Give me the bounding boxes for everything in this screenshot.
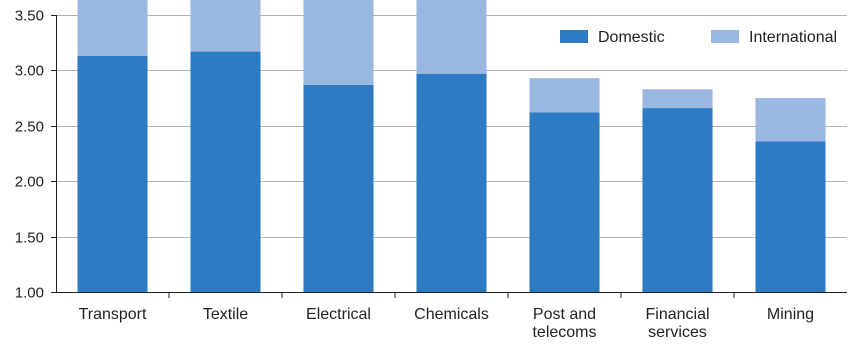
bar-domestic-0	[77, 55, 148, 292]
x-tick-label: Chemicals	[414, 306, 489, 323]
y-tick-label: 3.50	[15, 8, 44, 25]
x-tick-label: Financial services	[645, 306, 709, 341]
legend-label-domestic: Domestic	[598, 29, 665, 46]
y-tick-label: 1.50	[15, 230, 44, 247]
bar-domestic-3	[416, 73, 487, 292]
legend: Domestic International	[560, 29, 837, 46]
bar-international-4	[529, 78, 600, 113]
bar-international-0	[77, 0, 148, 56]
x-tick-label: Transport	[79, 306, 147, 323]
bar-international-6	[755, 98, 826, 142]
legend-label-international: International	[749, 29, 837, 46]
bar-domestic-5	[642, 108, 713, 293]
bar-international-1	[190, 0, 261, 52]
legend-swatch-domestic	[560, 30, 588, 43]
legend-swatch-international	[711, 30, 739, 43]
bar-international-2	[303, 0, 374, 85]
bar-domestic-6	[755, 141, 826, 292]
bar-international-3	[416, 0, 487, 74]
x-tick-label: Mining	[767, 306, 814, 323]
x-tick-label: Textile	[203, 306, 248, 323]
bar-domestic-1	[190, 51, 261, 293]
y-tick-label: 1.00	[15, 285, 44, 302]
x-tick-label: Post and telecoms	[532, 306, 596, 341]
bar-domestic-2	[303, 84, 374, 292]
y-tick-label: 3.00	[15, 63, 44, 80]
y-tick-label: 2.00	[15, 174, 44, 191]
bar-international-5	[642, 89, 713, 109]
bars	[77, 0, 826, 293]
axes: 1.00 1.50 2.00 2.50 3.00 3.50 Transport Textile…	[15, 8, 847, 341]
y-tick-label: 2.50	[15, 119, 44, 136]
bar-domestic-4	[529, 112, 600, 292]
x-tick-label: Electrical	[306, 306, 371, 323]
